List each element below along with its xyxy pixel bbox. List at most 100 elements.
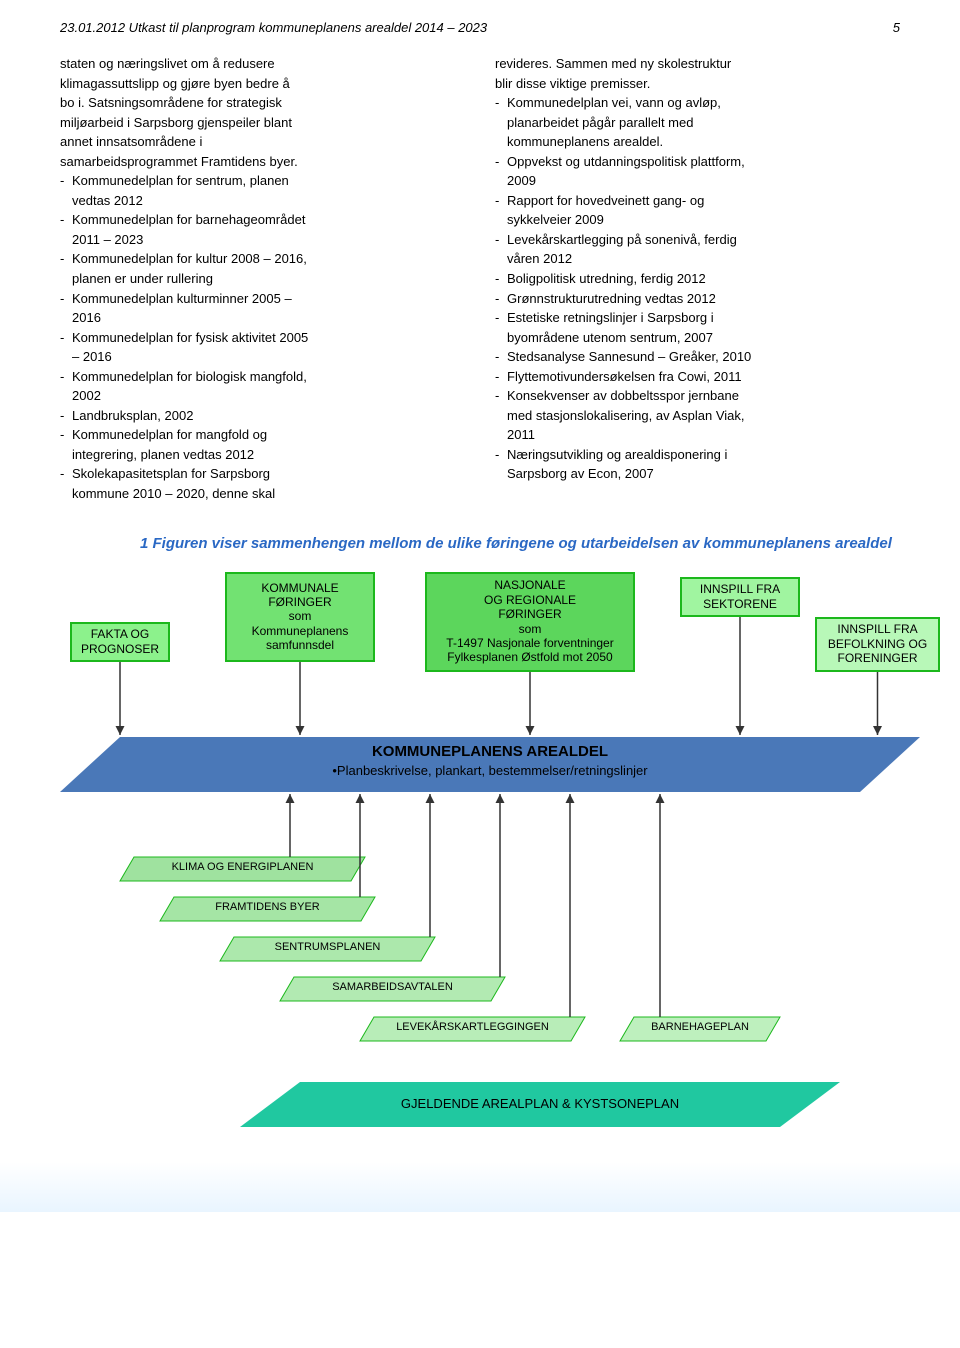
body-columns: staten og næringslivet om å redusereklim… (60, 55, 900, 505)
bullet-item: -Kommunedelplan for sentrum, planenvedta… (60, 172, 465, 211)
bullet-line: Næringsutvikling og arealdisponering i (507, 446, 900, 464)
bullet-line: Stedsanalyse Sannesund – Greåker, 2010 (507, 348, 900, 366)
bullet-line: våren 2012 (507, 250, 900, 268)
top-box-nasjonale: NASJONALEOG REGIONALEFØRINGERsomT-1497 N… (425, 572, 635, 672)
bullet-dash: - (495, 231, 507, 270)
bullet-item: -Stedsanalyse Sannesund – Greåker, 2010 (495, 348, 900, 368)
bullet-line: 2016 (72, 309, 465, 327)
box-line: som (289, 609, 312, 623)
footer-fade (0, 1162, 960, 1212)
bullet-text: Boligpolitisk utredning, ferdig 2012 (507, 270, 900, 290)
bullet-line: Levekårskartlegging på sonenivå, ferdig (507, 231, 900, 249)
bullet-text: Skolekapasitetsplan for Sarpsborg kommune… (72, 465, 465, 504)
box-line: samfunnsdel (266, 638, 334, 652)
bullet-item: -Rapport for hovedveinett gang- ogsykkel… (495, 192, 900, 231)
bullet-line: planen er under rullering (72, 270, 465, 288)
bullet-dash: - (495, 192, 507, 231)
bullet-line: Sarpsborg av Econ, 2007 (507, 465, 900, 483)
lower-label-klima: KLIMA OG ENERGIPLANEN (120, 861, 365, 873)
bullet-line: Kommunedelplan for kultur 2008 – 2016, (72, 250, 465, 268)
bullet-line: kommuneplanens arealdel. (507, 133, 900, 151)
bullet-line: sykkelveier 2009 (507, 211, 900, 229)
bullet-text: Oppvekst og utdanningspolitisk plattform… (507, 153, 900, 192)
bullet-dash: - (495, 446, 507, 485)
bullet-item: -Konsekvenser av dobbeltsspor jernbaneme… (495, 387, 900, 446)
bullet-line: Flyttemotivundersøkelsen fra Cowi, 2011 (507, 368, 900, 386)
bullet-dash: - (495, 348, 507, 368)
box-line: NASJONALE (494, 578, 565, 592)
bullet-line: Kommunedelplan for biologisk mangfold, (72, 368, 465, 386)
bullet-text: Kommunedelplan for barnehageområdet 2011 … (72, 211, 465, 250)
bullet-item: -Kommunedelplan for kultur 2008 – 2016, p… (60, 250, 465, 289)
center-subtitle: •Planbeskrivelse, plankart, bestemmelser… (60, 763, 920, 778)
bullet-text: Kommunedelplan vei, vann og avløp, planar… (507, 94, 900, 153)
bullet-dash: - (60, 368, 72, 407)
diagram: KOMMUNEPLANENS AREALDEL •Planbeskrivelse,… (60, 562, 920, 1142)
bullet-text: Kommunedelplan for biologisk mangfold,20… (72, 368, 465, 407)
bullet-item: -Kommunedelplan for barnehageområdet 2011… (60, 211, 465, 250)
bullet-line: Kommunedelplan for barnehageområdet (72, 211, 465, 229)
bullet-line: byområdene utenom sentrum, 2007 (507, 329, 900, 347)
bullet-line: 2011 (507, 426, 900, 444)
bullet-line: Kommunedelplan vei, vann og avløp, (507, 94, 900, 112)
bullet-line: Skolekapasitetsplan for Sarpsborg (72, 465, 465, 483)
bullet-line: Konsekvenser av dobbeltsspor jernbane (507, 387, 900, 405)
bullet-text: Næringsutvikling og arealdisponering iSa… (507, 446, 900, 485)
body-line: revideres. Sammen med ny skolestruktur (495, 55, 900, 73)
top-box-fakta: FAKTA OGPROGNOSER (70, 622, 170, 662)
top-box-sektor: INNSPILL FRASEKTORENE (680, 577, 800, 617)
lower-label-samarbeid: SAMARBEIDSAVTALEN (280, 981, 505, 993)
figure-caption: 1 Figuren viser sammenhengen mellom de u… (140, 535, 900, 552)
bullet-item: -Kommunedelplan vei, vann og avløp, plana… (495, 94, 900, 153)
body-line: samarbeidsprogrammet Framtidens byer. (60, 153, 465, 171)
box-line: Fylkesplanen Østfold mot 2050 (447, 650, 612, 664)
bullet-dash: - (60, 426, 72, 465)
bullet-line: 2009 (507, 172, 900, 190)
bullet-dash: - (60, 407, 72, 427)
bullet-line: 2011 – 2023 (72, 231, 465, 249)
bullet-line: Kommunedelplan for sentrum, planen (72, 172, 465, 190)
box-line: SEKTORENE (703, 597, 777, 611)
bullet-line: 2002 (72, 387, 465, 405)
bullet-text: Kommunedelplan for mangfold ogintegrerin… (72, 426, 465, 465)
bullet-item: -Næringsutvikling og arealdisponering iS… (495, 446, 900, 485)
left-column: staten og næringslivet om å redusereklim… (60, 55, 465, 505)
body-line: miljøarbeid i Sarpsborg gjenspeiler blan… (60, 114, 465, 132)
bullet-text: Landbruksplan, 2002 (72, 407, 465, 427)
box-line: Kommuneplanens (252, 624, 349, 638)
bullet-item: -Boligpolitisk utredning, ferdig 2012 (495, 270, 900, 290)
bullet-text: Rapport for hovedveinett gang- ogsykkelv… (507, 192, 900, 231)
lower-label-sentrum: SENTRUMSPLANEN (220, 941, 435, 953)
bullet-item: -Skolekapasitetsplan for Sarpsborg kommun… (60, 465, 465, 504)
bullet-text: Kommunedelplan for kultur 2008 – 2016, pl… (72, 250, 465, 289)
bullet-item: -Levekårskartlegging på sonenivå, ferdig… (495, 231, 900, 270)
body-line: bo i. Satsningsområdene for strategisk (60, 94, 465, 112)
bullet-line: Oppvekst og utdanningspolitisk plattform… (507, 153, 900, 171)
bullet-dash: - (495, 94, 507, 153)
box-line: PROGNOSER (81, 642, 159, 656)
bullet-line: Kommunedelplan kulturminner 2005 – (72, 290, 465, 308)
bullet-text: Flyttemotivundersøkelsen fra Cowi, 2011 (507, 368, 900, 388)
bullet-line: planarbeidet pågår parallelt med (507, 114, 900, 132)
bullet-line: kommune 2010 – 2020, denne skal (72, 485, 465, 503)
bullet-dash: - (60, 465, 72, 504)
center-title: KOMMUNEPLANENS AREALDEL (60, 743, 920, 760)
bullet-dash: - (60, 211, 72, 250)
header-page-number: 5 (893, 20, 900, 35)
bullet-text: Stedsanalyse Sannesund – Greåker, 2010 (507, 348, 900, 368)
box-line: FAKTA OG (91, 627, 149, 641)
box-line: FØRINGER (498, 607, 561, 621)
bullet-dash: - (60, 290, 72, 329)
bullet-line: Kommunedelplan for fysisk aktivitet 2005 (72, 329, 465, 347)
bullet-item: -Kommunedelplan for fysisk aktivitet 200… (60, 329, 465, 368)
bullet-dash: - (60, 250, 72, 289)
lower-label-framtid: FRAMTIDENS BYER (160, 901, 375, 913)
bullet-item: -Kommunedelplan for mangfold ogintegreri… (60, 426, 465, 465)
bottom-label: GJELDENDE AREALPLAN & KYSTSONEPLAN (240, 1096, 840, 1111)
bullet-dash: - (495, 270, 507, 290)
bullet-line: – 2016 (72, 348, 465, 366)
box-line: FØRINGER (268, 595, 331, 609)
box-line: T-1497 Nasjonale forventninger (446, 636, 613, 650)
bullet-item: -Landbruksplan, 2002 (60, 407, 465, 427)
bullet-dash: - (495, 387, 507, 446)
